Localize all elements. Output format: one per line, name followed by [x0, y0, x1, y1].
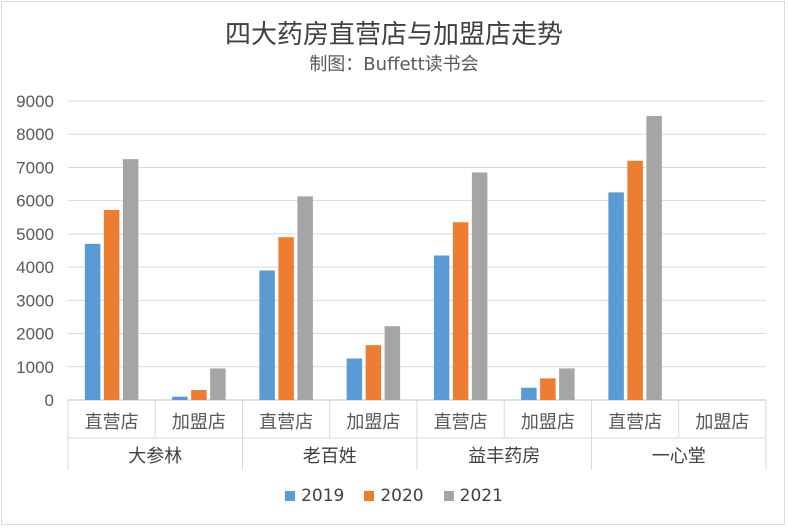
bar-2020-1: [103, 209, 120, 400]
chart-legend: 2019 2020 2021: [0, 486, 788, 506]
x-category-label: 加盟店: [346, 412, 400, 433]
x-group-label: 益丰药房: [468, 446, 540, 467]
bar-2021-7: [646, 115, 662, 400]
y-tick-label: 8000: [16, 125, 54, 144]
bar-2019-7: [608, 192, 624, 400]
x-category-label: 加盟店: [521, 412, 575, 433]
y-tick-label: 0: [45, 391, 54, 410]
bar-2020-5: [452, 222, 469, 400]
y-tick-label: 7000: [16, 158, 54, 177]
legend-label: 2020: [380, 486, 424, 506]
x-group-label: 老百姓: [303, 446, 357, 467]
y-tick-label: 5000: [16, 225, 54, 244]
y-tick-label: 9000: [16, 92, 54, 111]
legend-swatch: [443, 491, 454, 501]
x-category-label: 直营店: [259, 412, 313, 433]
legend-label: 2021: [459, 486, 503, 506]
bar-2019-5: [433, 255, 450, 400]
bar-2021-2: [210, 368, 226, 400]
x-group-label: 一心堂: [652, 446, 706, 467]
bar-2021-3: [297, 196, 313, 400]
y-tick-label: 4000: [16, 258, 54, 277]
legend-label: 2019: [301, 486, 345, 506]
bar-2019-1: [84, 243, 101, 400]
bar-2021-6: [559, 368, 575, 400]
legend-item-2019: 2019: [285, 486, 344, 506]
bar-2020-2: [191, 390, 207, 400]
bar-2019-3: [259, 270, 275, 400]
y-tick-label: 3000: [16, 291, 54, 310]
x-category-label: 加盟店: [695, 412, 749, 433]
bar-2021-4: [384, 326, 401, 400]
y-tick-label: 1000: [16, 358, 54, 377]
bar-2020-3: [278, 237, 294, 400]
legend-item-2020: 2020: [364, 486, 424, 506]
bar-2019-2: [172, 396, 188, 400]
y-tick-label: 2000: [16, 325, 54, 344]
bar-2020-7: [627, 160, 643, 400]
y-tick-label: 6000: [16, 192, 54, 211]
legend-swatch: [364, 491, 375, 501]
x-category-label: 直营店: [434, 412, 488, 433]
bar-2020-6: [540, 378, 556, 400]
bar-2019-4: [346, 358, 363, 400]
x-category-label: 直营店: [85, 412, 139, 433]
bar-2019-6: [521, 387, 537, 400]
x-category-label: 加盟店: [172, 412, 226, 433]
x-group-label: 大参林: [128, 446, 182, 467]
legend-swatch: [285, 491, 296, 501]
bar-2021-1: [122, 159, 139, 400]
x-category-label: 直营店: [608, 412, 662, 433]
bar-2021-5: [471, 172, 488, 400]
bar-2020-4: [365, 345, 382, 400]
chart-subtitle: 制图：Buffett读书会: [309, 54, 479, 75]
chart-title: 四大药房直营店与加盟店走势: [224, 20, 563, 50]
legend-item-2021: 2021: [443, 486, 503, 506]
